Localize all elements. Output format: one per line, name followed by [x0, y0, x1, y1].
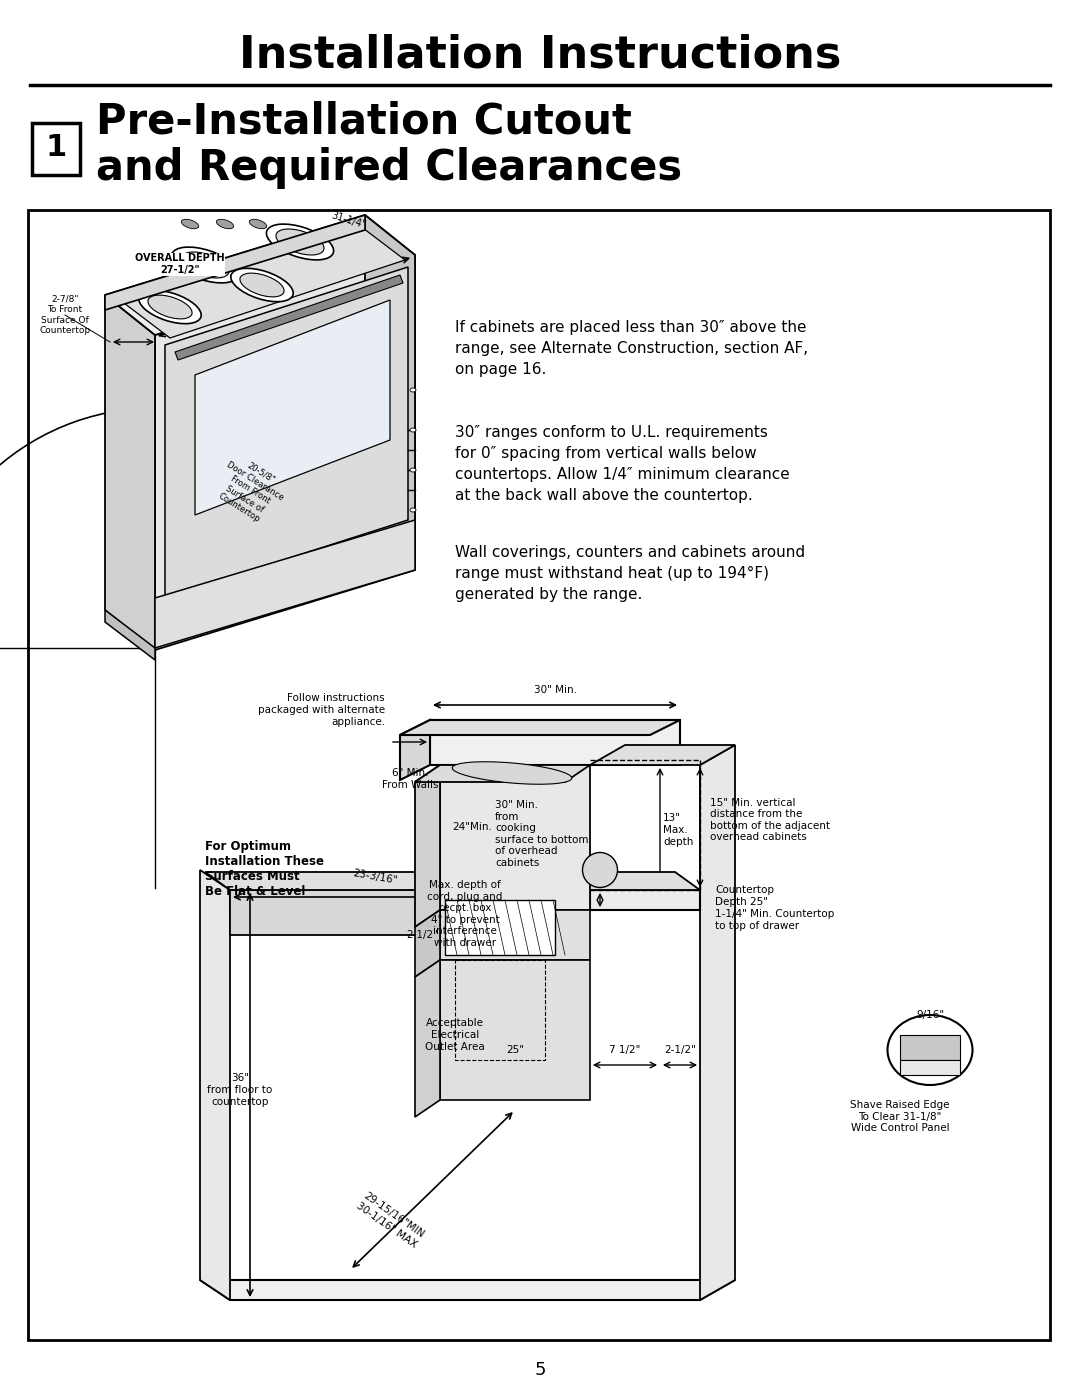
Text: 1: 1 — [45, 134, 67, 162]
Ellipse shape — [172, 247, 239, 284]
Ellipse shape — [216, 219, 233, 229]
Text: 9/16": 9/16" — [916, 1010, 944, 1020]
Polygon shape — [230, 890, 440, 909]
Ellipse shape — [267, 224, 334, 260]
Polygon shape — [230, 890, 440, 935]
Text: 6" Min.
From Walls: 6" Min. From Walls — [381, 768, 438, 789]
Text: 2-7/8"
To Front
Surface Of
Countertop: 2-7/8" To Front Surface Of Countertop — [40, 295, 91, 335]
Text: 29-15/16"MIN
30-1/16" MAX: 29-15/16"MIN 30-1/16" MAX — [354, 1190, 426, 1249]
Ellipse shape — [410, 509, 416, 511]
Text: 5: 5 — [535, 1361, 545, 1379]
Ellipse shape — [139, 291, 201, 324]
Text: 2-1/2": 2-1/2" — [406, 930, 438, 940]
Polygon shape — [200, 1280, 735, 1301]
Text: 25": 25" — [507, 1045, 524, 1055]
Polygon shape — [156, 520, 415, 648]
Ellipse shape — [249, 219, 267, 229]
Text: 23-3/16": 23-3/16" — [352, 869, 399, 886]
Text: Wall coverings, counters and cabinets around
range must withstand heat (up to 19: Wall coverings, counters and cabinets ar… — [455, 545, 805, 602]
Ellipse shape — [148, 295, 192, 319]
Polygon shape — [565, 872, 700, 890]
Text: 31-1/4": 31-1/4" — [330, 210, 367, 231]
Ellipse shape — [181, 219, 199, 229]
Ellipse shape — [582, 852, 618, 887]
Ellipse shape — [453, 761, 571, 784]
Polygon shape — [440, 960, 590, 1099]
Text: 2-1/2": 2-1/2" — [664, 1045, 696, 1055]
Text: OVERALL DEPTH
27-1/2": OVERALL DEPTH 27-1/2" — [135, 253, 225, 275]
Polygon shape — [900, 1035, 960, 1060]
Text: 13"
Max.
depth: 13" Max. depth — [663, 813, 693, 847]
Polygon shape — [590, 745, 735, 766]
Text: 30" Min.: 30" Min. — [534, 685, 577, 694]
Polygon shape — [365, 215, 415, 570]
Polygon shape — [590, 890, 700, 909]
Text: For Optimum
Installation These
Surfaces Must
Be Flat & Level: For Optimum Installation These Surfaces … — [205, 840, 324, 898]
Polygon shape — [400, 719, 430, 780]
Text: 30" Min.
from
cooking
surface to bottom
of overhead
cabinets: 30" Min. from cooking surface to bottom … — [495, 800, 589, 868]
Ellipse shape — [276, 229, 324, 256]
Polygon shape — [400, 719, 680, 735]
Polygon shape — [415, 909, 440, 977]
Text: Max. depth of
cord, plug and
recpt. box
4" to prevent
interference
with drawer: Max. depth of cord, plug and recpt. box … — [428, 880, 502, 949]
Polygon shape — [415, 766, 590, 782]
Polygon shape — [175, 275, 403, 360]
Polygon shape — [440, 766, 590, 909]
Polygon shape — [445, 900, 555, 956]
Text: Shave Raised Edge
To Clear 31-1/8"
Wide Control Panel: Shave Raised Edge To Clear 31-1/8" Wide … — [850, 1099, 949, 1133]
Text: Acceptable
Electrical
Outlet Area: Acceptable Electrical Outlet Area — [426, 1018, 485, 1052]
Text: Follow instructions
packaged with alternate
appliance.: Follow instructions packaged with altern… — [258, 693, 384, 726]
Text: 1-1/4" Min. Countertop
to top of drawer: 1-1/4" Min. Countertop to top of drawer — [715, 909, 834, 930]
Polygon shape — [430, 719, 680, 766]
Polygon shape — [415, 766, 440, 928]
Ellipse shape — [888, 1016, 972, 1085]
Text: 24"Min.: 24"Min. — [453, 821, 491, 833]
Ellipse shape — [231, 268, 293, 302]
Ellipse shape — [410, 388, 416, 393]
Polygon shape — [105, 295, 156, 650]
FancyBboxPatch shape — [32, 123, 80, 175]
Ellipse shape — [410, 468, 416, 472]
Text: If cabinets are placed less than 30″ above the
range, see Alternate Construction: If cabinets are placed less than 30″ abo… — [455, 320, 808, 377]
Text: 36"
from floor to
countertop: 36" from floor to countertop — [207, 1073, 272, 1106]
Ellipse shape — [240, 274, 284, 298]
Polygon shape — [195, 300, 390, 515]
Polygon shape — [205, 872, 440, 890]
Polygon shape — [120, 222, 405, 338]
Text: and Required Clearances: and Required Clearances — [96, 147, 683, 189]
Text: 30″ ranges conform to U.L. requirements
for 0″ spacing from vertical walls below: 30″ ranges conform to U.L. requirements … — [455, 425, 789, 503]
Polygon shape — [700, 745, 735, 1301]
Ellipse shape — [181, 251, 229, 278]
Text: Countertop
Depth 25": Countertop Depth 25" — [715, 886, 774, 907]
Polygon shape — [415, 960, 440, 1118]
Text: 20-5/8"
Door Clearance
From Front
Surface of
Countertop: 20-5/8" Door Clearance From Front Surfac… — [208, 451, 292, 529]
Polygon shape — [200, 870, 230, 1301]
Text: 7 1/2": 7 1/2" — [609, 1045, 640, 1055]
Ellipse shape — [410, 427, 416, 432]
Polygon shape — [105, 215, 365, 310]
Polygon shape — [105, 610, 156, 659]
Polygon shape — [900, 1060, 960, 1076]
Polygon shape — [105, 215, 415, 335]
FancyBboxPatch shape — [28, 210, 1050, 1340]
Polygon shape — [165, 267, 408, 598]
Text: Installation Instructions: Installation Instructions — [239, 34, 841, 77]
Polygon shape — [156, 256, 415, 650]
Text: 15" Min. vertical
distance from the
bottom of the adjacent
overhead cabinets: 15" Min. vertical distance from the bott… — [710, 798, 831, 842]
Polygon shape — [440, 909, 590, 960]
Text: Pre-Installation Cutout: Pre-Installation Cutout — [96, 101, 632, 142]
